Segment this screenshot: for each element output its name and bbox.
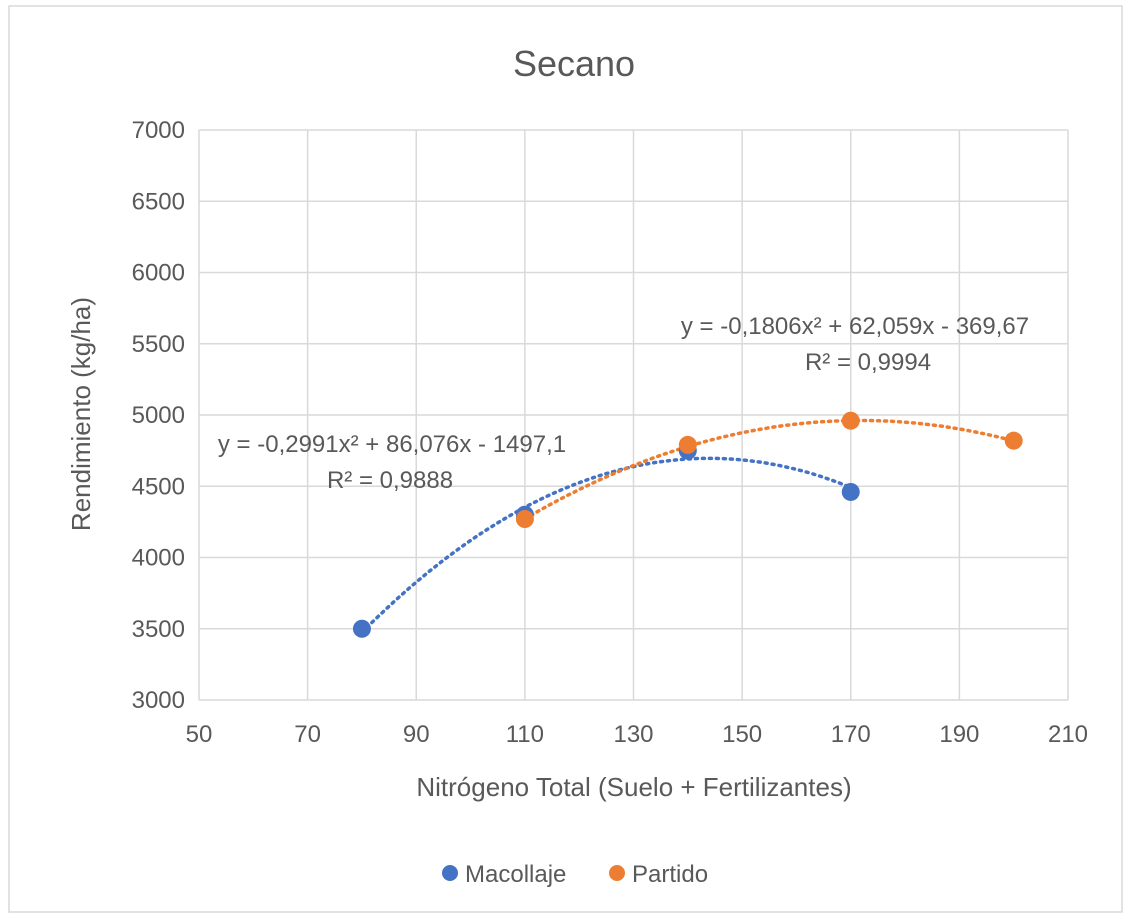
- y-tick-label: 3500: [132, 616, 185, 643]
- trendline-r2-macollaje: R² = 0,9888: [327, 467, 453, 494]
- x-axis-label: Nitrógeno Total (Suelo + Fertilizantes): [416, 772, 851, 802]
- trendline-equation-macollaje: y = -0,2991x² + 86,076x - 1497,1: [218, 431, 566, 458]
- tick-label-layer: 3000 3500 4000 4500 5000 5500 6000 6500 7000 50 70…: [132, 117, 1088, 748]
- trendline-layer: [360, 418, 1016, 635]
- x-tick-label: 170: [831, 721, 871, 748]
- legend-item-macollaje[interactable]: Macollaje: [442, 861, 566, 888]
- legend-label-macollaje: Macollaje: [465, 861, 566, 888]
- x-tick-label: 190: [939, 721, 979, 748]
- legend-marker-partido: [609, 865, 625, 881]
- grid-layer: [198, 129, 1069, 701]
- y-tick-label: 3000: [132, 687, 185, 714]
- data-point-macollaje[interactable]: [352, 619, 371, 638]
- data-point-macollaje[interactable]: [841, 482, 860, 501]
- x-tick-label: 90: [403, 721, 430, 748]
- x-tick-label: 130: [613, 721, 653, 748]
- legend-marker-macollaje: [442, 865, 458, 881]
- trendline-r2-partido: R² = 0,9994: [805, 349, 931, 376]
- trendline-equation-partido: y = -0,1806x² + 62,059x - 369,67: [681, 313, 1029, 340]
- legend-label-partido: Partido: [632, 861, 708, 888]
- y-tick-label: 7000: [132, 117, 185, 144]
- data-point-partido[interactable]: [841, 411, 860, 430]
- data-point-partido[interactable]: [1004, 431, 1023, 450]
- x-tick-label: 50: [186, 721, 213, 748]
- x-tick-label: 70: [294, 721, 321, 748]
- y-axis-label: Rendimiento (kg/ha): [66, 297, 96, 531]
- chart-border: [8, 5, 1123, 913]
- x-tick-label: 210: [1048, 721, 1088, 748]
- trendline-partido: [523, 418, 1016, 521]
- y-tick-label: 4000: [132, 545, 185, 572]
- point-layer: [352, 411, 1023, 638]
- x-tick-label: 110: [506, 721, 544, 748]
- legend: Macollaje Partido: [442, 861, 708, 888]
- data-point-partido[interactable]: [515, 510, 534, 529]
- y-tick-label: 4500: [132, 473, 185, 500]
- y-tick-label: 5500: [132, 331, 185, 358]
- trendline-macollaje: [360, 456, 853, 635]
- y-tick-label: 6500: [132, 188, 185, 215]
- data-point-partido[interactable]: [678, 435, 697, 454]
- chart-title: Secano: [513, 43, 635, 84]
- legend-item-partido[interactable]: Partido: [609, 861, 708, 888]
- y-tick-label: 5000: [132, 402, 185, 429]
- x-tick-label: 150: [722, 721, 762, 748]
- y-tick-label: 6000: [132, 260, 185, 287]
